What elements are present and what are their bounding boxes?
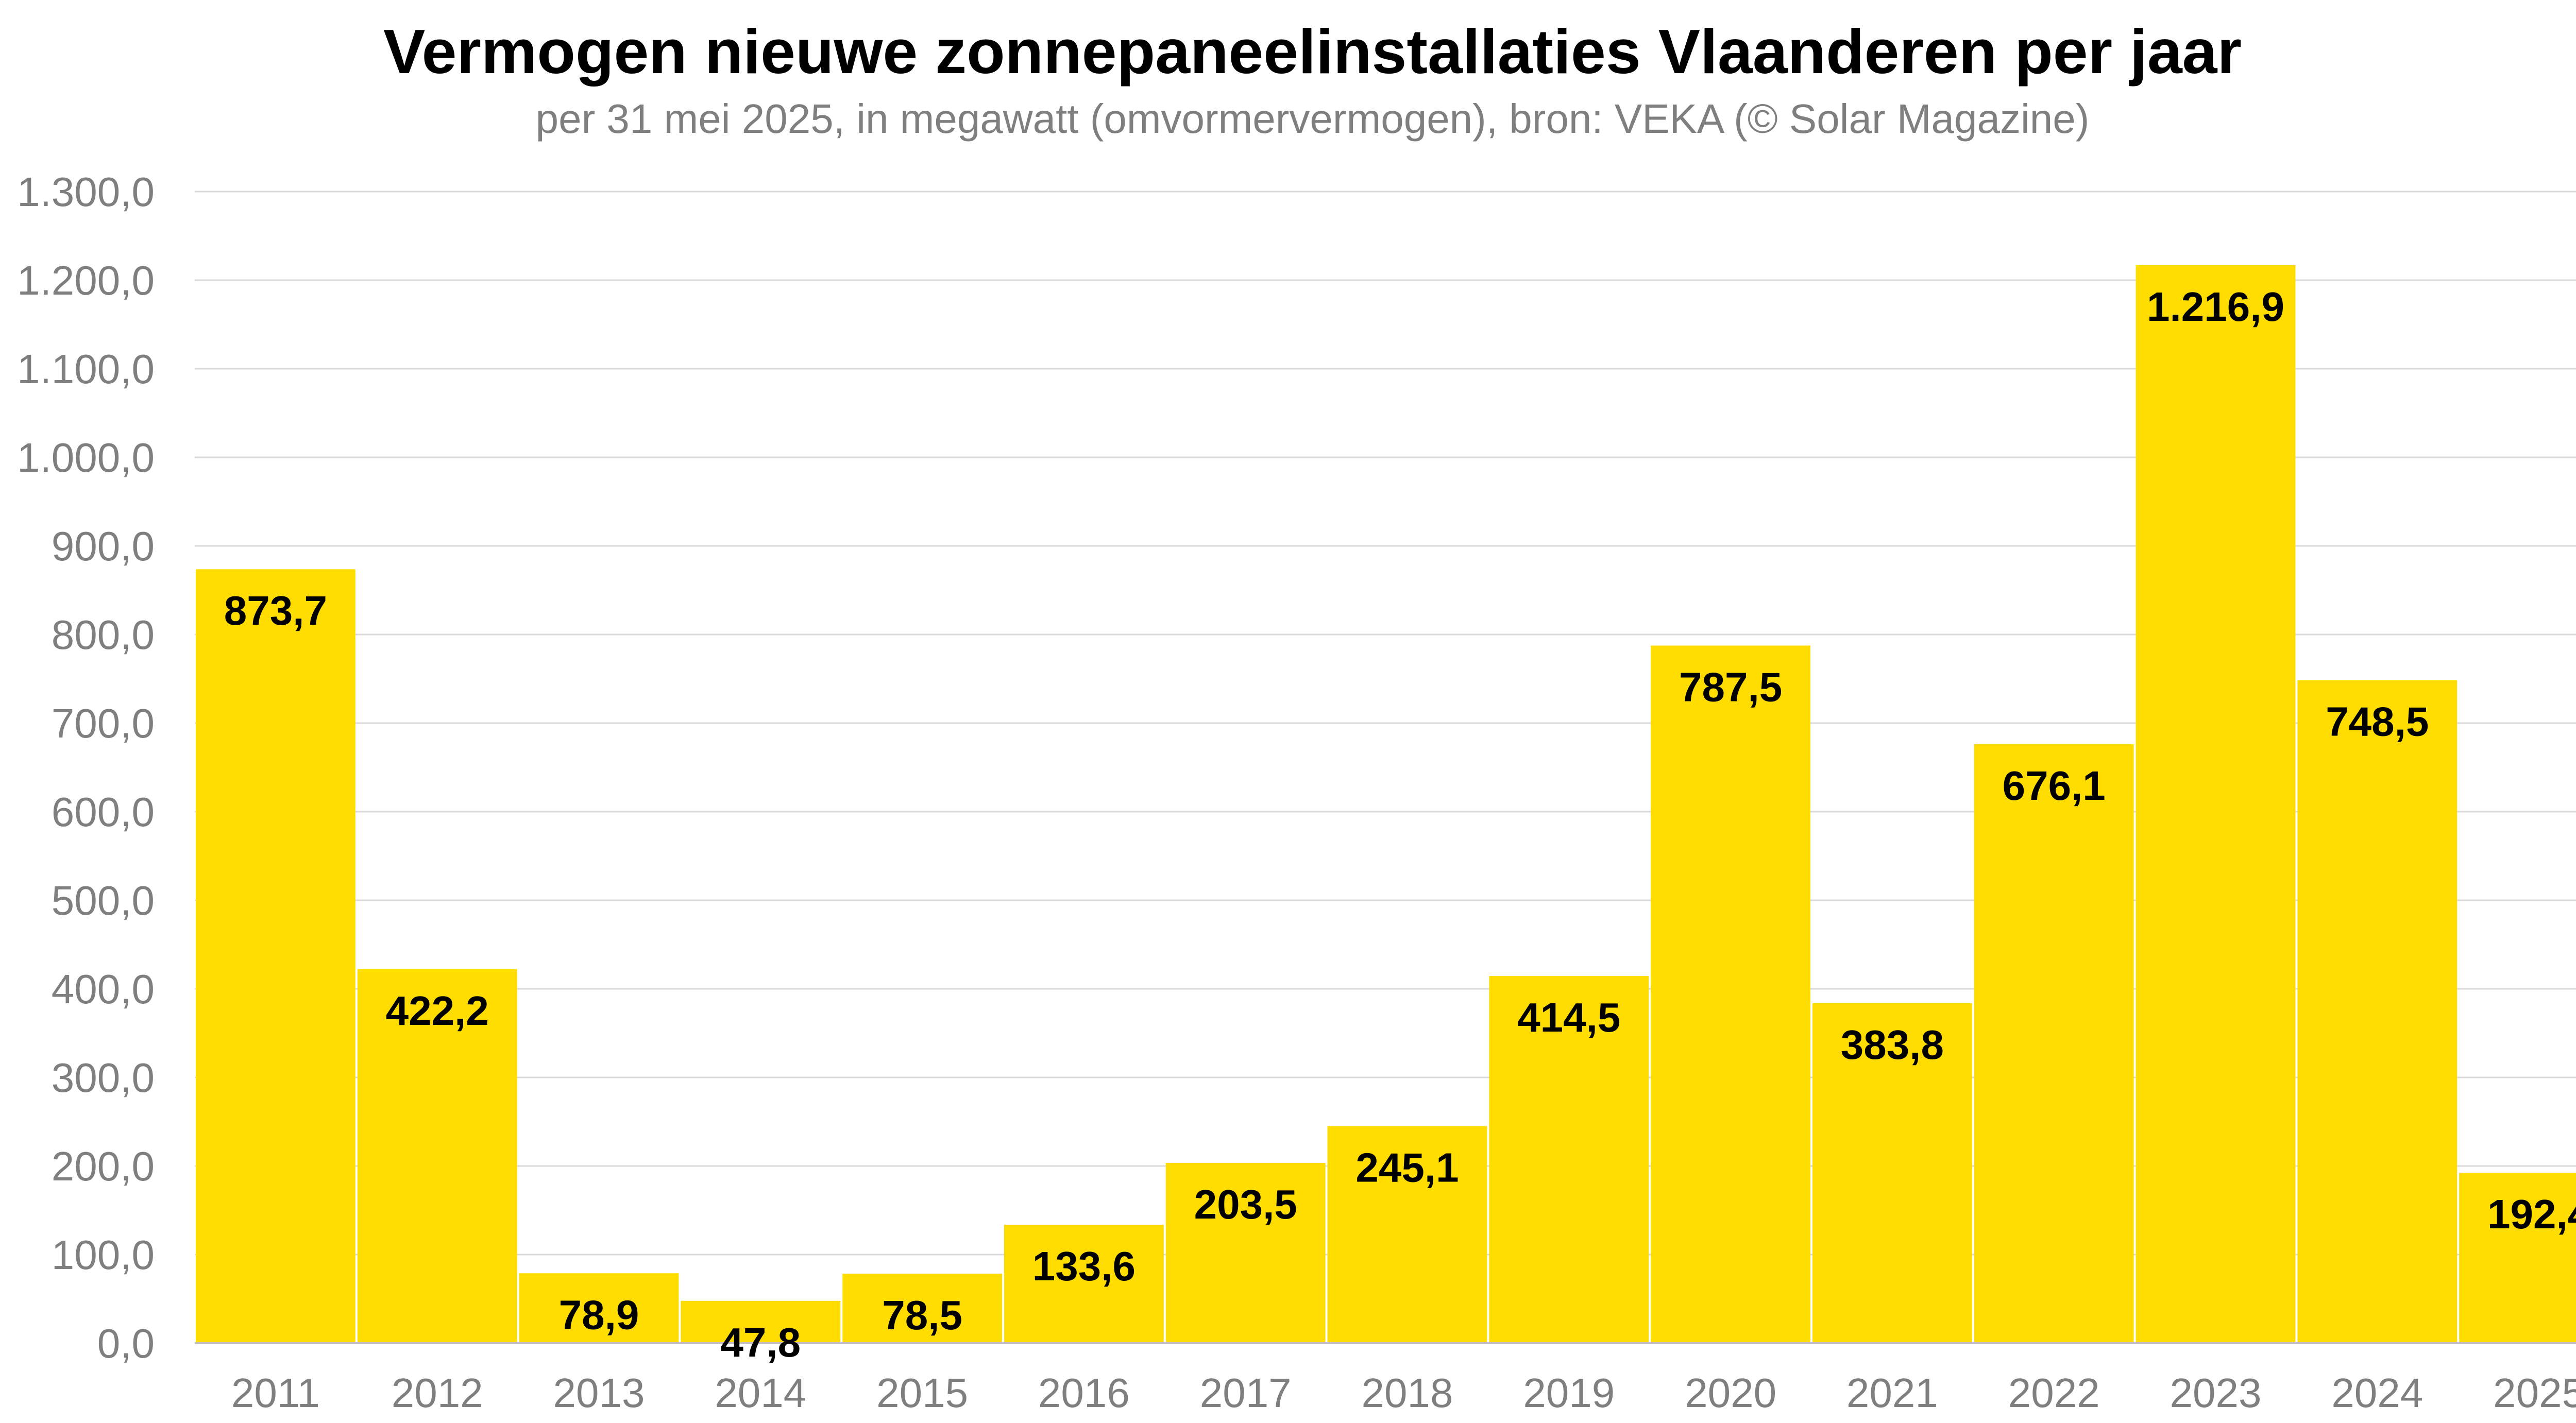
x-tick-label: 2024 <box>2331 1370 2423 1416</box>
data-label: 873,7 <box>224 588 327 633</box>
x-tick-label: 2023 <box>2170 1370 2262 1416</box>
y-tick-label: 1.000,0 <box>17 435 155 481</box>
y-tick-label: 1.100,0 <box>17 346 155 392</box>
bars <box>196 265 2576 1343</box>
data-label: 414,5 <box>1517 995 1620 1040</box>
bar-2016 <box>1004 1225 1164 1343</box>
x-tick-label: 2021 <box>1846 1370 1938 1416</box>
x-tick-label: 2016 <box>1038 1370 1130 1416</box>
x-tick-label: 2012 <box>392 1370 483 1416</box>
data-label: 787,5 <box>1679 664 1782 710</box>
bar-2014 <box>681 1300 841 1343</box>
x-tick-label: 2014 <box>715 1370 806 1416</box>
x-tick-label: 2020 <box>1685 1370 1776 1416</box>
bar-2023 <box>2136 265 2296 1343</box>
bar-2019 <box>1489 976 1649 1343</box>
data-label: 748,5 <box>2326 699 2429 745</box>
y-tick-label: 500,0 <box>52 878 155 923</box>
data-label: 422,2 <box>386 988 489 1034</box>
x-tick-label: 2013 <box>553 1370 645 1416</box>
y-tick-label: 100,0 <box>52 1232 155 1278</box>
bar-2021 <box>1812 1003 1972 1343</box>
data-labels: 873,7 422,2 78,9 47,8 78,5 133,6 203,5 245,1 414… <box>224 284 2576 1365</box>
y-tick-label: 700,0 <box>52 700 155 746</box>
y-tick-label: 1.200,0 <box>17 258 155 303</box>
data-label: 78,5 <box>882 1292 962 1338</box>
x-axis-tick-labels: 2011 2012 2013 2014 2015 2016 2017 2018 2019 2020… <box>231 1370 2576 1416</box>
y-tick-label: 300,0 <box>52 1055 155 1101</box>
chart-title: Vermogen nieuwe zonnepaneelinstallaties … <box>383 16 2242 87</box>
data-label: 245,1 <box>1355 1144 1459 1190</box>
data-label: 47,8 <box>720 1319 801 1365</box>
x-tick-label: 2022 <box>2008 1370 2100 1416</box>
bar-2025 <box>2459 1173 2576 1343</box>
y-tick-label: 200,0 <box>52 1143 155 1189</box>
x-tick-label: 2015 <box>876 1370 968 1416</box>
data-label: 133,6 <box>1032 1243 1136 1289</box>
bar-2013 <box>519 1273 679 1343</box>
y-tick-label: 600,0 <box>52 789 155 835</box>
bar-2011 <box>196 569 355 1343</box>
y-tick-label: 1.300,0 <box>17 169 155 215</box>
y-tick-label: 900,0 <box>52 523 155 569</box>
y-tick-label: 800,0 <box>52 612 155 658</box>
data-label: 78,9 <box>559 1292 639 1338</box>
chart-subtitle: per 31 mei 2025, in megawatt (omvormerve… <box>535 96 2090 142</box>
x-tick-label: 2011 <box>231 1370 320 1416</box>
data-label: 1.216,9 <box>2147 284 2284 330</box>
bar-2020 <box>1651 645 1810 1343</box>
bar-2018 <box>1327 1126 1487 1343</box>
x-tick-label: 2017 <box>1200 1370 1292 1416</box>
data-label: 676,1 <box>2003 763 2106 809</box>
data-label: 203,5 <box>1194 1181 1297 1227</box>
bar-2015 <box>842 1273 1002 1343</box>
x-tick-label: 2019 <box>1523 1370 1615 1416</box>
bar-2012 <box>357 969 517 1343</box>
y-tick-label: 0,0 <box>97 1321 155 1366</box>
x-tick-label: 2025 <box>2493 1370 2576 1416</box>
bar-2017 <box>1165 1162 1326 1343</box>
y-axis-tick-labels: 0,0 100,0 200,0 300,0 400,0 500,0 600,0 700,0 80… <box>17 169 155 1366</box>
data-label: 192,4 <box>2487 1191 2576 1237</box>
data-label: 383,8 <box>1841 1022 1944 1068</box>
bar-2024 <box>2297 680 2458 1343</box>
x-tick-label: 2018 <box>1362 1370 1453 1416</box>
y-tick-label: 400,0 <box>52 966 155 1012</box>
bar-2022 <box>1974 744 2134 1343</box>
